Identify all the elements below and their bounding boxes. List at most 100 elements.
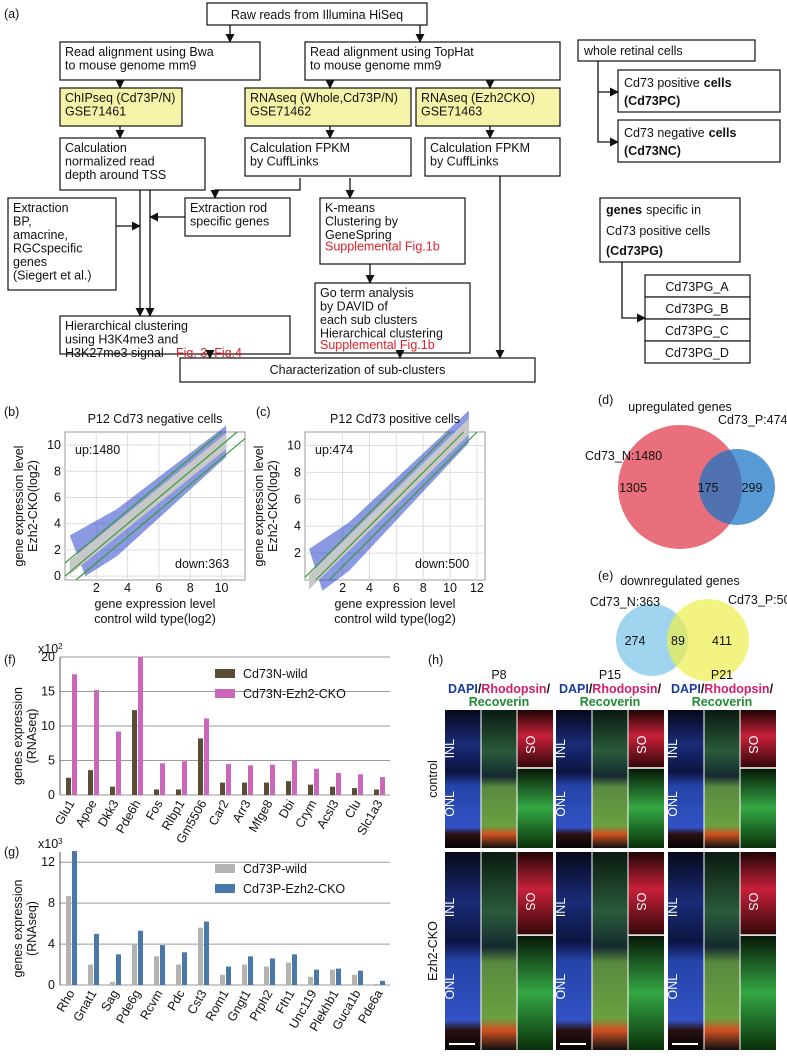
venn-label: Cd73_P:500 — [728, 593, 787, 607]
flow-text: by CuffLinks — [250, 155, 319, 169]
bar — [116, 731, 121, 795]
flow-text: GSE71462 — [250, 105, 311, 119]
layer-label: OS — [746, 735, 760, 753]
x-tick-label: 8 — [420, 581, 427, 595]
venn-title: downregulated genes — [620, 574, 740, 588]
venn-set — [667, 599, 749, 681]
bar — [336, 772, 341, 795]
bar — [352, 788, 357, 795]
flow-text-bold: cells — [709, 126, 737, 140]
flow-box — [314, 282, 471, 354]
image-rhodopsin — [628, 710, 664, 768]
bar — [72, 850, 77, 985]
flow-text: whole retinal cells — [583, 44, 683, 58]
stain-rhodopsin: Rhodopsin — [592, 682, 657, 696]
y-axis-label: gene expression level — [12, 446, 26, 567]
flow-box — [7, 197, 117, 291]
layer-label: INL — [666, 739, 680, 759]
panel-label: (g) — [4, 845, 19, 859]
bar — [66, 895, 71, 985]
y-tick-label: 4 — [294, 519, 301, 533]
flow-text-bold: cells — [704, 76, 732, 90]
bar — [308, 784, 313, 795]
stain-dapi: DAPI — [671, 682, 701, 696]
stain-sep: / — [770, 682, 774, 696]
flow-text: ChIPseq (Cd73P/N) — [65, 91, 175, 105]
bar — [110, 981, 115, 985]
flow-text-bold: (Cd73PG) — [606, 244, 663, 258]
layer-label: ONL — [666, 974, 680, 1000]
stain-label: DAPI/Rhodopsin/ — [671, 682, 774, 696]
reference-line — [64, 431, 238, 577]
stain-label: DAPI/Rhodopsin/ — [559, 682, 662, 696]
flow-text: Clustering by — [325, 215, 399, 229]
legend-label: Cd73N-wild — [243, 667, 308, 681]
bar — [198, 927, 203, 985]
x-tick-label: 6 — [393, 581, 400, 595]
bar — [88, 770, 93, 795]
arrow — [210, 178, 301, 199]
flow-text: Read alignment using TopHat — [310, 45, 474, 59]
bar — [132, 710, 137, 795]
y-tick-label: 8 — [48, 896, 55, 910]
venn-count: 299 — [742, 481, 763, 495]
flow-box — [59, 41, 261, 81]
venn-count: 1305 — [619, 481, 647, 495]
image-merge — [704, 852, 740, 1050]
x-tick-label: 10 — [443, 581, 457, 595]
y-axis-label: (RNAseq) — [25, 901, 39, 956]
bar — [380, 777, 385, 795]
annotation: down:500 — [415, 557, 469, 571]
image-rhodopsin — [740, 710, 776, 768]
flow-box — [424, 137, 561, 177]
image-merge — [592, 710, 628, 848]
flow-text: Raw reads from Illumina HiSeq — [231, 8, 403, 22]
stain-sep: / — [478, 682, 482, 696]
y-tick-label: 6 — [294, 492, 301, 506]
flow-text: Read alignment using Bwa — [65, 45, 214, 59]
reference-line — [315, 431, 464, 581]
y-tick-label: 0 — [48, 788, 55, 802]
bar — [248, 765, 253, 795]
bar — [292, 954, 297, 985]
stain-recoverin: Recoverin — [692, 695, 752, 709]
venn-count: 175 — [698, 481, 719, 495]
image-dapi — [445, 852, 481, 1050]
flow-text-bold: genes — [606, 203, 642, 217]
y-tick-label: 2 — [294, 546, 301, 560]
y-axis-label: genes expression — [11, 879, 25, 977]
flow-box — [599, 197, 741, 263]
flow-text: Cd73PG_A — [665, 280, 729, 294]
bar — [314, 768, 319, 795]
x-axis-label: control wild type(log2) — [94, 612, 216, 626]
y-tick-label: 6 — [54, 490, 61, 504]
flow-text: amacrine, — [13, 228, 68, 242]
bar — [330, 786, 335, 795]
bar — [182, 952, 187, 985]
flow-text: genes specific in — [606, 203, 701, 217]
layer-label: ONL — [443, 791, 457, 817]
annotation: down:363 — [175, 557, 229, 571]
bar — [358, 774, 363, 795]
image-dapi — [445, 710, 481, 848]
flow-text: Extraction rod — [190, 201, 267, 215]
image-rhodopsin — [628, 852, 664, 936]
bar — [204, 718, 209, 795]
annotation: up:1480 — [75, 443, 120, 457]
bar — [176, 964, 181, 985]
bar — [248, 956, 253, 985]
x-tick-label: Prph2 — [247, 987, 276, 1023]
reference-line — [64, 431, 222, 564]
stain-recoverin: Recoverin — [469, 695, 529, 709]
bar — [380, 980, 385, 985]
x-tick-label: 8 — [187, 581, 194, 595]
panel-label: (d) — [598, 393, 613, 407]
bar — [374, 983, 379, 985]
bar — [154, 956, 159, 985]
flow-box — [617, 119, 781, 163]
legend-swatch — [215, 689, 235, 698]
flow-text: Cd73 negative — [624, 126, 705, 140]
stain-sep: / — [589, 682, 593, 696]
timepoint: P15 — [599, 668, 621, 682]
y-tick-label: 5 — [48, 754, 55, 768]
